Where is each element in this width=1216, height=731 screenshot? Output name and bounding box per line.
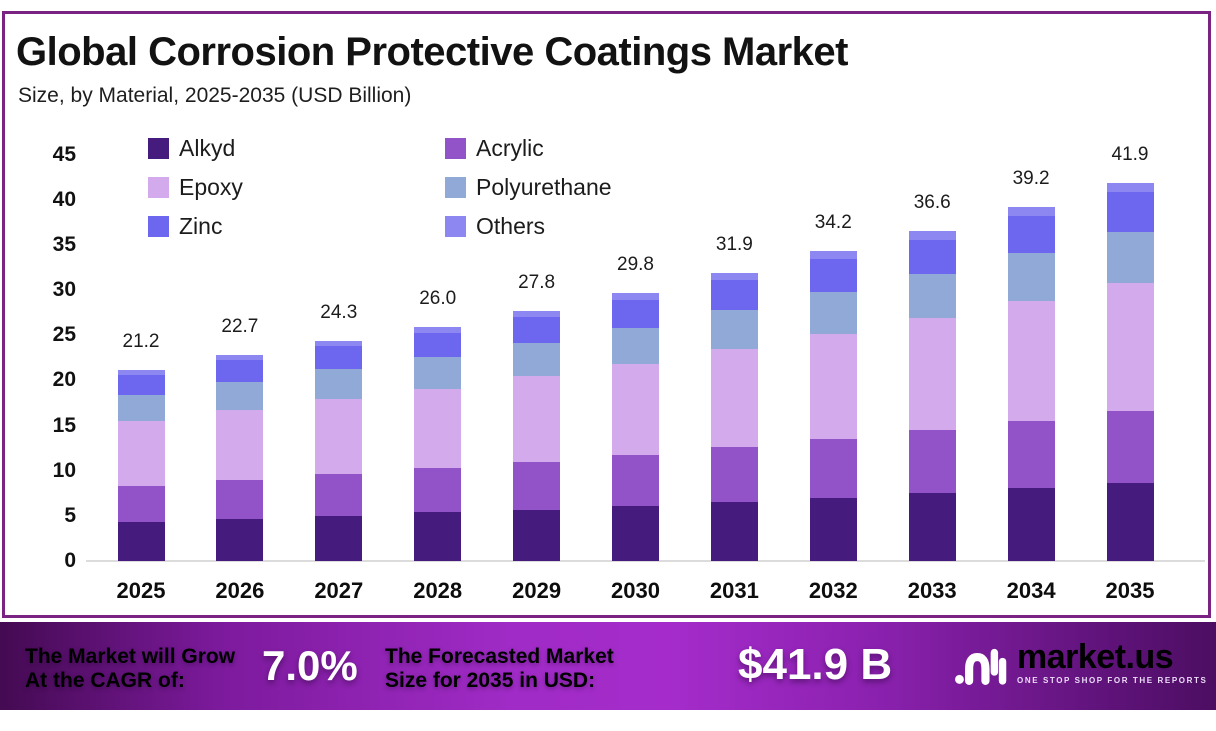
logo-tagline: ONE STOP SHOP FOR THE REPORTS	[1017, 676, 1208, 685]
bottom-banner	[0, 622, 1216, 710]
legend-swatch-zinc	[148, 216, 169, 237]
forecast-value: $41.9 B	[738, 640, 893, 689]
logo-name: market.us	[1017, 638, 1174, 676]
cagr-label-line2: At the CAGR of:	[25, 669, 185, 692]
market-us-logo: market.us ONE STOP SHOP FOR THE REPORTS	[955, 640, 1207, 689]
legend-label-alkyd: Alkyd	[179, 135, 236, 161]
chart-legend: Alkyd Acrylic Epoxy Polyurethane Zinc Others	[148, 135, 612, 239]
legend-label-polyurethane: Polyurethane	[476, 174, 612, 200]
legend-item-acrylic: Acrylic	[445, 135, 612, 161]
forecast-label-line2: Size for 2035 in USD:	[385, 669, 596, 692]
legend-swatch-others	[445, 216, 466, 237]
legend-label-acrylic: Acrylic	[476, 135, 544, 161]
cagr-value: 7.0%	[262, 642, 358, 689]
cagr-label: The Market will Grow At the CAGR of:	[25, 645, 235, 693]
page-title: Global Corrosion Protective Coatings Mar…	[16, 30, 849, 74]
page-subtitle: Size, by Material, 2025-2035 (USD Billio…	[18, 84, 412, 107]
legend-swatch-alkyd	[148, 138, 169, 159]
legend-label-others: Others	[476, 213, 546, 239]
legend-label-zinc: Zinc	[179, 213, 223, 239]
forecast-label-line1: The Forecasted Market	[385, 645, 614, 668]
legend-swatch-acrylic	[445, 138, 466, 159]
market-us-logo-icon	[955, 648, 1007, 685]
legend-swatch-epoxy	[148, 177, 169, 198]
legend-label-epoxy: Epoxy	[179, 174, 243, 200]
forecast-label: The Forecasted Market Size for 2035 in U…	[385, 645, 614, 693]
legend-item-others: Others	[445, 213, 612, 239]
legend-item-polyurethane: Polyurethane	[445, 174, 612, 200]
cagr-label-line1: The Market will Grow	[25, 645, 236, 668]
legend-item-alkyd: Alkyd	[148, 135, 445, 161]
legend-item-epoxy: Epoxy	[148, 174, 445, 200]
legend-swatch-polyurethane	[445, 177, 466, 198]
legend-item-zinc: Zinc	[148, 213, 445, 239]
